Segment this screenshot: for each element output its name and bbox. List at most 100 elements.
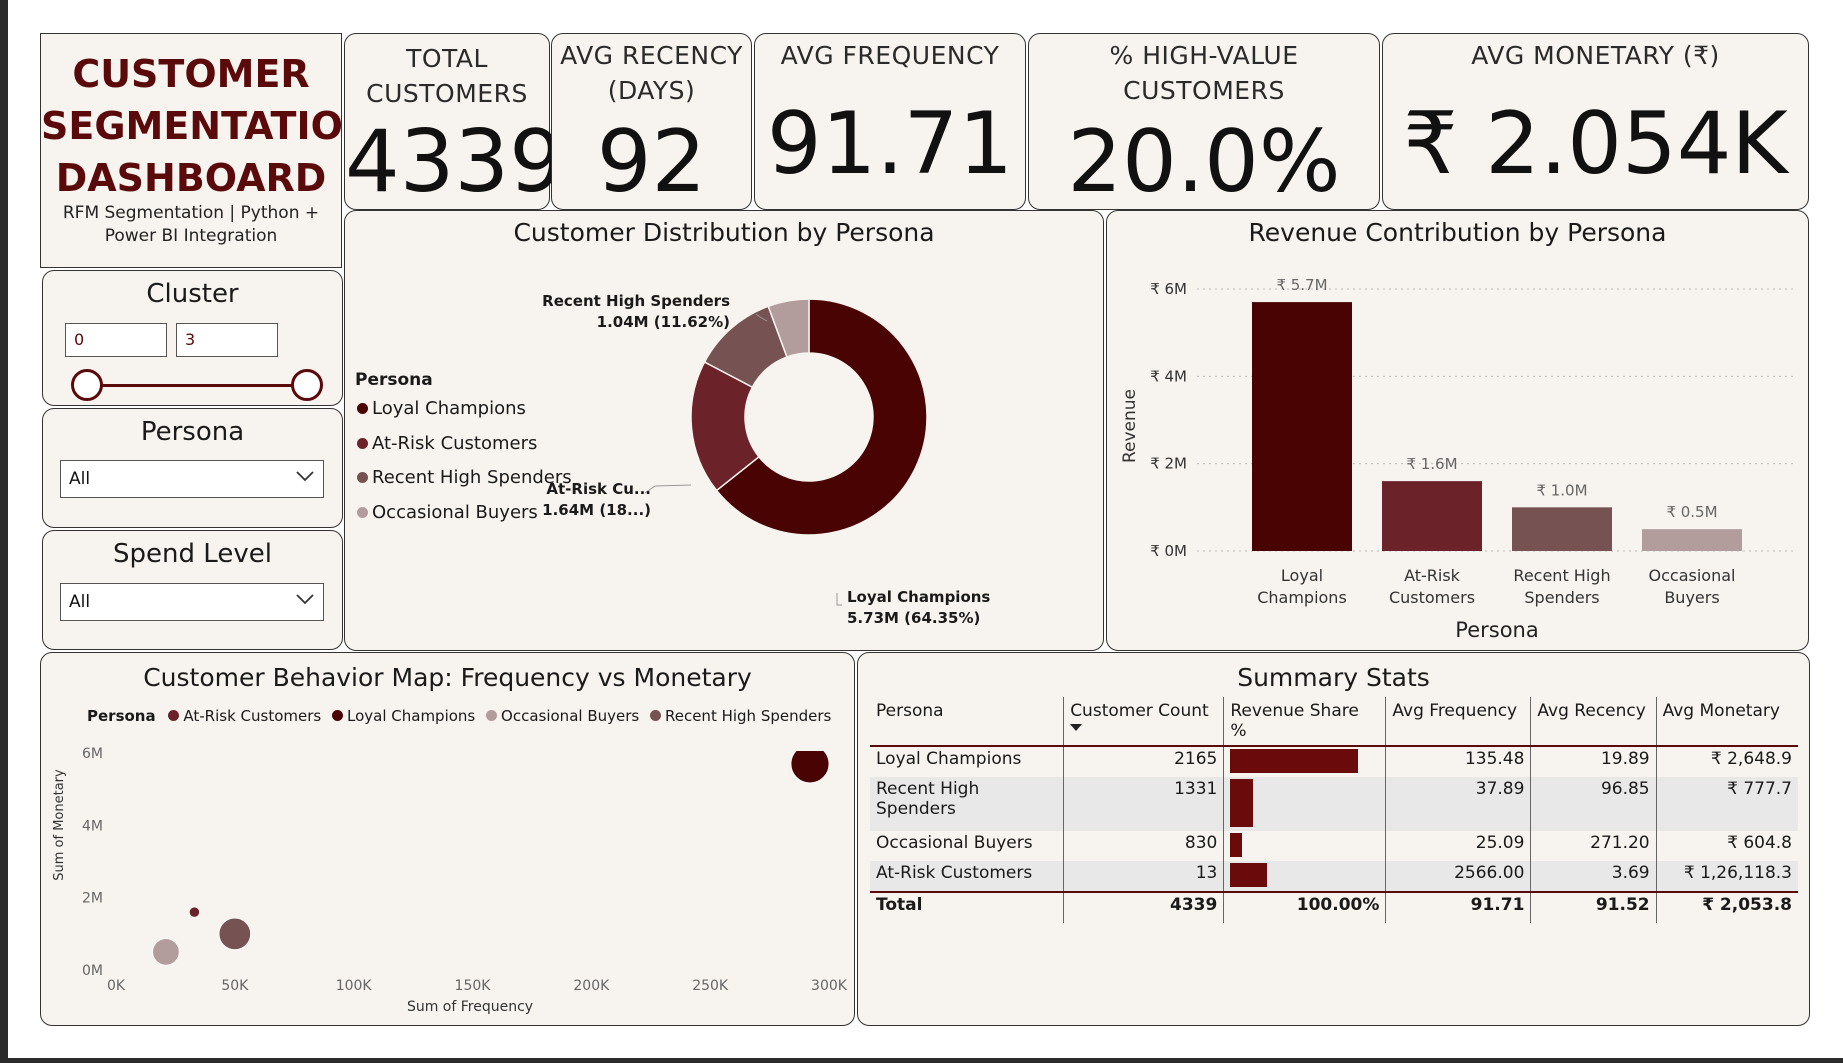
donut-callout-recent-high: Recent High Spenders 1.04M (11.62%)	[542, 292, 730, 331]
revenue-bar-recent-high-spenders[interactable]	[1512, 507, 1612, 551]
table-row[interactable]: Occasional Buyers 830 25.09 271.20 ₹ 604…	[870, 831, 1798, 861]
donut-legend-recent-high[interactable]: Recent High Spenders	[357, 467, 572, 488]
revenue-x-tick: At-Risk	[1404, 566, 1461, 585]
scatter-point-at-risk-customers[interactable]	[188, 906, 200, 918]
scatter-legend-loyal[interactable]: Loyal Champions	[332, 707, 475, 725]
donut-legend-occasional[interactable]: Occasional Buyers	[357, 502, 538, 523]
bottom-window-edge	[0, 1058, 1843, 1063]
revenue-bar-occasional-buyers[interactable]	[1642, 529, 1742, 551]
col-header-avg-recency[interactable]: Avg Recency	[1530, 697, 1657, 747]
persona-dropdown-value: All	[69, 469, 91, 489]
scatter-x-tick: 50K	[221, 978, 249, 994]
summary-table: Persona Customer Count Revenue Share % A…	[870, 697, 1798, 923]
legend-dot	[357, 438, 368, 449]
revenue-bar-chart[interactable]: Revenue Persona ₹ 0M ₹ 2M ₹ 4M ₹ 6M ₹ 5.7M L…	[1107, 211, 1810, 652]
donut-slice-loyal-champions[interactable]	[715, 298, 928, 536]
donut-callout-at-risk: At-Risk Cu... 1.64M (18...)	[542, 480, 651, 519]
col-header-revenue-share[interactable]: Revenue Share %	[1223, 697, 1387, 747]
scatter-point-occasional-buyers[interactable]	[152, 938, 180, 966]
donut-legend-loyal[interactable]: Loyal Champions	[357, 398, 526, 419]
revenue-bar-loyal-champions[interactable]	[1252, 302, 1352, 551]
cluster-max-input[interactable]: 3	[176, 323, 278, 357]
col-header-persona[interactable]: Persona	[870, 697, 1065, 747]
spend-level-slicer-title: Spend Level	[113, 539, 272, 569]
scatter-chart-title: Customer Behavior Map: Frequency vs Mone…	[143, 663, 752, 692]
table-row[interactable]: Loyal Champions 2165 135.48 19.89 ₹ 2,64…	[870, 746, 1798, 777]
cell-total-count: 4339	[1063, 891, 1225, 923]
kpi-label: % HIGH-VALUE CUSTOMERS	[1109, 41, 1299, 105]
scatter-legend-occasional[interactable]: Occasional Buyers	[486, 707, 639, 725]
revenue-share-bar	[1230, 863, 1267, 887]
kpi-card-avg-frequency: AVG FREQUENCY 91.71	[754, 33, 1026, 210]
legend-dot	[357, 507, 368, 518]
cell-avg-recency: 3.69	[1530, 861, 1657, 892]
donut-legend-title: Persona	[355, 370, 433, 390]
cluster-min-handle[interactable]	[71, 369, 103, 401]
persona-dropdown[interactable]: All	[60, 460, 324, 498]
revenue-y-axis-label: Revenue	[1120, 389, 1140, 463]
donut-chart[interactable]	[345, 211, 1105, 652]
cell-avg-frequency: 135.48	[1385, 746, 1532, 777]
revenue-x-axis-label: Persona	[1455, 618, 1538, 642]
col-header-avg-monetary[interactable]: Avg Monetary	[1656, 697, 1798, 747]
scatter-x-tick: 0K	[107, 978, 126, 994]
kpi-value: 20.0%	[1067, 112, 1341, 212]
revenue-x-tick: Buyers	[1664, 588, 1719, 607]
scatter-point-loyal-champions[interactable]	[790, 745, 830, 784]
revenue-bar-label: ₹ 5.7M	[1276, 276, 1327, 294]
cluster-max-handle[interactable]	[291, 369, 323, 401]
revenue-bar-at-risk-customers[interactable]	[1382, 481, 1482, 551]
chevron-down-icon	[296, 594, 314, 605]
summary-stats-title: Summary Stats	[1237, 663, 1430, 692]
cell-count: 830	[1063, 831, 1225, 861]
scatter-y-tick: 2M	[82, 891, 103, 907]
cluster-min-input[interactable]: 0	[65, 323, 167, 357]
revenue-x-tick: Recent High	[1513, 566, 1610, 585]
cell-revenue-share	[1223, 746, 1387, 777]
cell-avg-monetary: ₹ 1,26,118.3	[1656, 861, 1798, 892]
kpi-value: 4339	[345, 112, 564, 212]
left-window-edge	[0, 0, 8, 1063]
kpi-value: 91.71	[766, 94, 1014, 194]
kpi-label: AVG FREQUENCY	[780, 41, 1000, 70]
scatter-point-recent-high-spenders[interactable]	[218, 917, 251, 950]
cell-avg-recency: 96.85	[1530, 777, 1657, 831]
summary-stats-panel: Summary Stats Persona Customer Count Rev…	[857, 652, 1810, 1026]
kpi-label: AVG MONETARY (₹)	[1471, 41, 1720, 70]
scatter-legend-title: Persona	[87, 707, 156, 725]
scatter-legend-recent-high[interactable]: Recent High Spenders	[649, 707, 831, 725]
scatter-chart[interactable]: Sum of Monetary Sum of Frequency 0K 50K 10…	[41, 653, 856, 1027]
donut-callout-loyal: Loyal Champions 5.73M (64.35%)	[847, 588, 991, 627]
legend-dot	[486, 710, 498, 721]
cluster-slicer-title: Cluster	[146, 279, 239, 309]
spend-level-dropdown[interactable]: All	[60, 583, 324, 621]
kpi-card-total-customers: TOTAL CUSTOMERS 4339	[344, 33, 564, 212]
revenue-share-bar	[1230, 833, 1242, 857]
chevron-down-icon	[296, 471, 314, 482]
scatter-x-axis-label: Sum of Frequency	[407, 999, 533, 1015]
donut-slice-occasional-buyers[interactable]	[767, 298, 810, 358]
cell-avg-recency: 19.89	[1530, 746, 1657, 777]
revenue-y-tick: ₹ 4M	[1150, 367, 1187, 385]
scatter-legend-at-risk[interactable]: At-Risk Customers	[168, 707, 321, 725]
table-row[interactable]: At-Risk Customers 13 2566.00 3.69 ₹ 1,26…	[870, 861, 1798, 892]
scatter-x-tick: 250K	[692, 978, 729, 994]
cell-persona: At-Risk Customers	[870, 861, 1065, 892]
revenue-chart-panel: Revenue Contribution by Persona Revenue …	[1106, 210, 1809, 651]
donut-legend-at-risk[interactable]: At-Risk Customers	[357, 433, 537, 454]
col-header-customer-count[interactable]: Customer Count	[1063, 697, 1225, 747]
dashboard-title-card: CUSTOMER SEGMENTATION DASHBOARD RFM Segm…	[40, 33, 375, 268]
cell-avg-monetary: ₹ 604.8	[1727, 833, 1792, 853]
donut-chart-title: Customer Distribution by Persona	[513, 218, 935, 247]
revenue-bar-label: ₹ 0.5M	[1666, 503, 1717, 521]
cell-revenue-share	[1223, 777, 1387, 831]
legend-dot	[332, 710, 343, 721]
col-header-avg-frequency[interactable]: Avg Frequency	[1385, 697, 1532, 747]
revenue-share-bar	[1230, 779, 1254, 827]
callout-leader	[755, 313, 768, 322]
dashboard-subtitle: RFM Segmentation | Python + Power BI Int…	[62, 203, 320, 246]
revenue-share-bar	[1230, 749, 1359, 773]
table-row[interactable]: Recent High Spenders 1331 37.89 96.85 ₹ …	[870, 777, 1798, 831]
callout-leader	[836, 593, 842, 606]
scatter-chart-panel: Customer Behavior Map: Frequency vs Mone…	[40, 652, 855, 1026]
